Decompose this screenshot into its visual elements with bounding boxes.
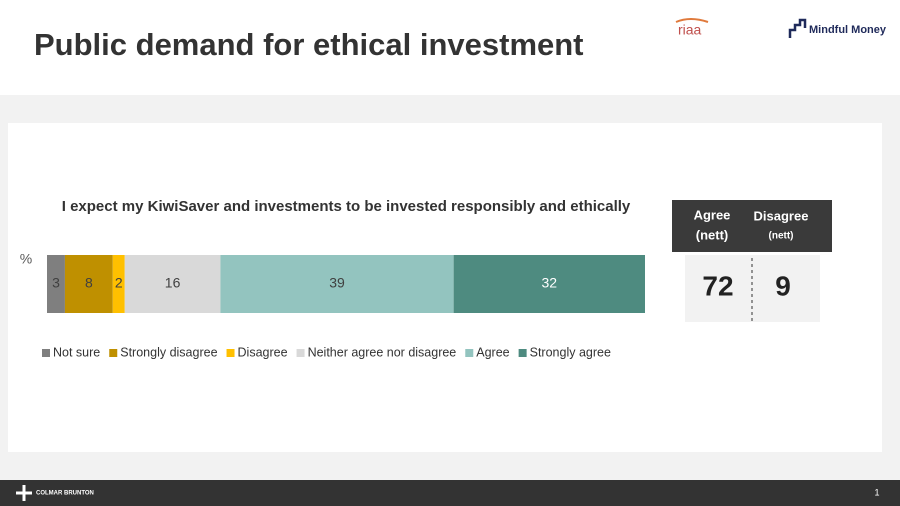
summary-sub: (nett): [769, 231, 794, 242]
data-label: 8: [85, 275, 93, 291]
bar-segment: [47, 255, 65, 313]
data-label: 32: [542, 275, 558, 291]
legend-swatch: [42, 349, 50, 357]
legend-label: Disagree: [238, 345, 288, 359]
summary-value: 9: [775, 270, 791, 301]
legend-swatch: [226, 349, 235, 357]
logo-riaa: riaa: [678, 22, 702, 38]
summary-label: Agree: [694, 207, 731, 222]
data-label: 2: [115, 275, 123, 291]
summary-sub: (nett): [696, 227, 729, 242]
mindful-icon: [788, 18, 807, 38]
brand-icon: [16, 485, 32, 501]
legend-label: Agree: [476, 345, 509, 359]
page-number: 1: [874, 487, 879, 497]
legend-swatch: [109, 349, 118, 357]
legend-label: Not sure: [53, 345, 100, 359]
data-label: 3: [52, 275, 60, 291]
logo-mindful: Mindful Money: [809, 24, 887, 36]
data-label: 16: [165, 275, 181, 291]
summary-label: Disagree: [754, 208, 809, 223]
legend-label: Neither agree nor disagree: [308, 345, 457, 359]
summary-value: 72: [702, 270, 733, 301]
chart-title: I expect my KiwiSaver and investments to…: [62, 198, 631, 215]
bar-segment: [64, 255, 113, 313]
legend-swatch: [518, 349, 527, 357]
bar-segment: [453, 255, 645, 313]
axis-label: %: [20, 251, 32, 267]
bar-segment: [112, 255, 125, 313]
header-bg: [0, 0, 900, 95]
bar-segment: [220, 255, 454, 313]
summary-header: [672, 200, 832, 252]
legend-swatch: [296, 349, 305, 357]
legend-label: Strongly disagree: [120, 345, 217, 359]
brand: COLMAR BRUNTON: [36, 491, 94, 497]
bar-segment: [124, 255, 221, 313]
riaa-swoosh: [675, 18, 709, 23]
legend-label: Strongly agree: [530, 345, 611, 359]
data-label: 39: [329, 275, 345, 291]
footer-bg: [0, 480, 900, 506]
slide-title: Public demand for ethical investment: [34, 27, 584, 62]
legend-swatch: [465, 349, 474, 357]
